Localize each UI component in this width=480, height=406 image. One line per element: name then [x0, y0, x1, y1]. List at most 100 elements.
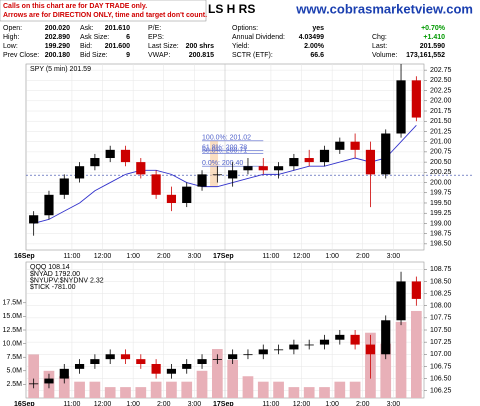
notice-line: Calls on this chart are for DAY TRADE on… [3, 3, 147, 10]
candle-body [166, 368, 177, 374]
quote-value: 6 [126, 34, 130, 41]
annotation: $NYUPV:$NYDNV 2.32 [30, 277, 104, 284]
site-url[interactable]: www.cobrasmarketview.com [295, 1, 473, 16]
candle-body [120, 149, 131, 163]
y2-tick-label: 10.0M [3, 340, 23, 347]
fib-zone [210, 140, 219, 187]
y-tick-label: 107.25 [430, 339, 452, 346]
volume-bar [334, 381, 346, 398]
x-tick-label: 3:00 [188, 401, 202, 406]
candle-body [304, 158, 314, 163]
candle-body [365, 149, 376, 175]
candle-body [59, 178, 69, 195]
fib-label: 0.0%: 200.40 [202, 160, 243, 167]
x-tick-label: 2:00 [157, 401, 171, 406]
y-tick-label: 200.50 [430, 159, 452, 166]
candle-body [350, 141, 360, 150]
candle-body [243, 354, 253, 356]
quote-label: Annual Dividend: [232, 34, 285, 41]
x-tick-label: 1:00 [325, 401, 339, 406]
x-tick-label: 2:00 [157, 253, 171, 260]
quote-label: Volume: [372, 52, 397, 59]
candle-body [105, 354, 115, 360]
x-tick-label: 12:00 [293, 401, 311, 406]
quote-label: Prev Close: [3, 52, 39, 59]
candle-body [182, 364, 192, 369]
candle-body [120, 354, 131, 360]
x-tick-label: 1:00 [325, 253, 339, 260]
x-tick-label: 2:00 [356, 401, 370, 406]
candle-body [44, 194, 54, 216]
volume-bar [319, 387, 330, 398]
volume-bar [211, 349, 223, 398]
candle-body [396, 80, 406, 134]
candle-body [197, 174, 207, 187]
volume-bar [74, 381, 85, 398]
volume-bar [28, 354, 40, 398]
quote-label: P/E: [148, 25, 161, 32]
candle-body [243, 166, 253, 171]
candle-body [350, 334, 360, 345]
volume-bar [166, 381, 177, 398]
y-tick-label: 202.25 [430, 87, 452, 94]
y-tick-label: 108.00 [430, 303, 452, 310]
quote-label: EPS: [148, 34, 164, 41]
x-tick-label: 17Sep [213, 401, 234, 406]
volume-bar [196, 370, 208, 398]
x-tick-label: 11:00 [63, 401, 80, 406]
x-tick-label: 17Sep [213, 253, 234, 260]
candle-body [258, 349, 268, 355]
candle-body [411, 80, 421, 118]
moving-average [33, 125, 417, 224]
quote-value: 9 [126, 52, 130, 59]
quote-label: Bid: [80, 43, 92, 50]
x-tick-label: 11:00 [262, 253, 279, 260]
y-tick-label: 199.25 [430, 210, 452, 217]
notice-box [0, 0, 207, 22]
x-tick-label: 1:00 [126, 401, 140, 406]
y-tick-label: 201.75 [430, 108, 452, 115]
volume-bar [303, 387, 315, 398]
quote-label: Open: [3, 25, 22, 32]
x-tick-label: 16Sep [14, 253, 35, 260]
candle-body [151, 174, 161, 195]
y-tick-label: 200.25 [430, 169, 452, 176]
volume-bar [120, 387, 131, 398]
volume-bar [410, 310, 422, 398]
y-tick-label: 108.25 [430, 290, 452, 297]
y-tick-label: 200.75 [430, 149, 452, 156]
volume-bar [273, 381, 284, 398]
volume-bar [89, 381, 101, 398]
partial-title: LS H RS [208, 2, 255, 16]
candle-body [411, 281, 421, 299]
volume-bar [242, 376, 254, 398]
volume-bar [150, 381, 162, 398]
candle-body [319, 339, 330, 345]
candle-body [381, 320, 391, 355]
quote-value: 66.6 [310, 52, 324, 59]
quote-label: Low: [3, 43, 18, 50]
candle-body [197, 359, 207, 364]
candle-body [74, 166, 85, 179]
y-tick-label: 201.00 [430, 139, 452, 146]
volume-bar [257, 381, 269, 398]
volume-bar [227, 359, 239, 398]
quote-label: SCTR (ETF): [232, 52, 273, 59]
quote-label: Bid Size: [80, 52, 108, 59]
y-tick-label: 201.50 [430, 118, 452, 125]
volume-bar [58, 376, 70, 398]
volume-bar [395, 321, 407, 398]
candle-body [44, 378, 54, 384]
candle-body [396, 281, 406, 321]
candle-body [228, 354, 238, 360]
x-tick-label: 12:00 [94, 401, 112, 406]
quote-label: VWAP: [148, 52, 170, 59]
y2-tick-label: 2.5M [6, 381, 22, 388]
y-tick-label: 108.50 [430, 278, 452, 285]
volume-bar [181, 381, 193, 398]
quote-value: 4.03499 [299, 34, 324, 41]
fib-label: 61.8%: 200.78 [202, 145, 247, 152]
y-tick-label: 202.75 [430, 67, 452, 74]
candle-body [258, 166, 268, 171]
